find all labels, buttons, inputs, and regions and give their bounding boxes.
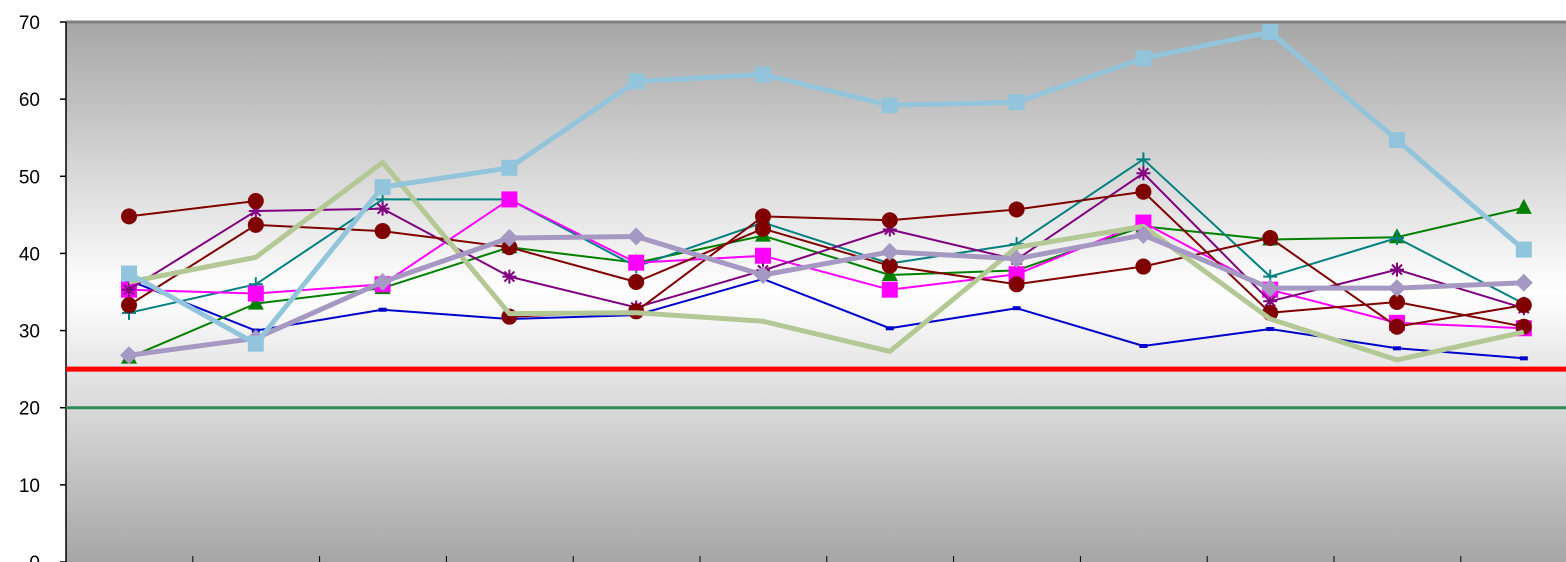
data-point bbox=[1134, 225, 1153, 244]
series-9 bbox=[120, 225, 1533, 365]
series-10 bbox=[121, 24, 1532, 352]
y-tick-label: 50 bbox=[19, 167, 40, 188]
data-point bbox=[1261, 279, 1280, 298]
data-point bbox=[1008, 201, 1025, 218]
data-point bbox=[754, 266, 772, 285]
data-point bbox=[502, 269, 517, 284]
data-point bbox=[881, 281, 898, 298]
data-point bbox=[1263, 294, 1278, 309]
data-point bbox=[1266, 327, 1275, 332]
data-point bbox=[247, 216, 264, 233]
data-point bbox=[1515, 241, 1532, 258]
data-point bbox=[628, 273, 645, 290]
y-tick-label: 70 bbox=[19, 13, 40, 34]
series-8 bbox=[128, 159, 1525, 363]
series-line bbox=[127, 29, 1526, 347]
data-point bbox=[1007, 249, 1026, 268]
data-point bbox=[120, 346, 138, 365]
data-point bbox=[247, 294, 264, 310]
data-point bbox=[755, 220, 771, 237]
data-point bbox=[627, 227, 646, 246]
data-point bbox=[1389, 132, 1405, 149]
data-point bbox=[121, 208, 137, 225]
data-point bbox=[882, 222, 897, 237]
y-tick-label: 30 bbox=[19, 322, 40, 343]
data-point bbox=[1262, 24, 1279, 41]
series-line bbox=[128, 277, 1524, 360]
data-point bbox=[121, 265, 137, 282]
y-axis-ticks: 0 10 20 30 40 50 60 70 bbox=[19, 13, 66, 562]
data-point bbox=[247, 285, 264, 302]
data-point bbox=[248, 204, 263, 218]
series-6 bbox=[121, 216, 1532, 335]
data-point bbox=[121, 297, 137, 314]
data-point bbox=[1390, 231, 1404, 245]
data-point bbox=[374, 223, 391, 240]
series-7 bbox=[121, 183, 1532, 335]
data-point bbox=[1008, 276, 1025, 293]
plot-area bbox=[66, 22, 1566, 562]
data-point bbox=[375, 201, 390, 216]
data-point bbox=[755, 247, 771, 264]
series-line bbox=[128, 232, 1524, 358]
data-point bbox=[374, 179, 391, 196]
y-tick-label: 20 bbox=[19, 399, 40, 420]
data-point bbox=[1515, 297, 1532, 314]
reference-lines bbox=[66, 366, 1566, 410]
data-point bbox=[628, 254, 645, 271]
series-line bbox=[128, 159, 1525, 363]
data-point bbox=[1519, 356, 1528, 361]
data-point bbox=[1515, 198, 1532, 214]
series-line bbox=[128, 172, 1525, 310]
data-point bbox=[1393, 346, 1401, 351]
data-point bbox=[1012, 306, 1021, 311]
data-point bbox=[881, 257, 898, 274]
data-point bbox=[1139, 344, 1148, 348]
data-point bbox=[1389, 318, 1405, 335]
data-point bbox=[500, 229, 519, 247]
y-tick-label: 60 bbox=[19, 90, 40, 111]
data-point bbox=[755, 208, 771, 225]
data-point bbox=[885, 326, 894, 331]
data-point bbox=[1514, 273, 1533, 292]
data-point bbox=[247, 192, 264, 209]
data-point bbox=[1390, 262, 1404, 277]
data-point bbox=[1262, 230, 1279, 246]
data-point bbox=[880, 242, 899, 261]
y-tick-label: 0 bbox=[29, 553, 40, 562]
y-tick-label: 10 bbox=[19, 476, 40, 497]
data-point bbox=[1136, 166, 1151, 181]
data-point bbox=[1389, 294, 1405, 311]
data-point bbox=[247, 335, 264, 352]
data-point bbox=[628, 73, 645, 90]
data-point bbox=[755, 66, 771, 83]
data-point bbox=[501, 239, 518, 256]
y-tick-label: 40 bbox=[19, 244, 40, 265]
data-point bbox=[881, 97, 898, 114]
x-axis-ticks bbox=[65, 556, 1462, 562]
data-point bbox=[1008, 94, 1025, 111]
series-layer bbox=[120, 24, 1533, 365]
data-point bbox=[378, 307, 387, 312]
data-point bbox=[881, 212, 898, 229]
data-point bbox=[501, 191, 518, 208]
data-point bbox=[1135, 183, 1152, 200]
data-point bbox=[122, 282, 136, 297]
data-point bbox=[373, 272, 392, 291]
data-point bbox=[501, 159, 518, 176]
series-line bbox=[128, 223, 1524, 328]
data-point bbox=[1388, 279, 1406, 298]
data-point bbox=[1135, 50, 1152, 67]
data-point bbox=[1135, 258, 1152, 275]
data-point bbox=[1136, 152, 1151, 167]
